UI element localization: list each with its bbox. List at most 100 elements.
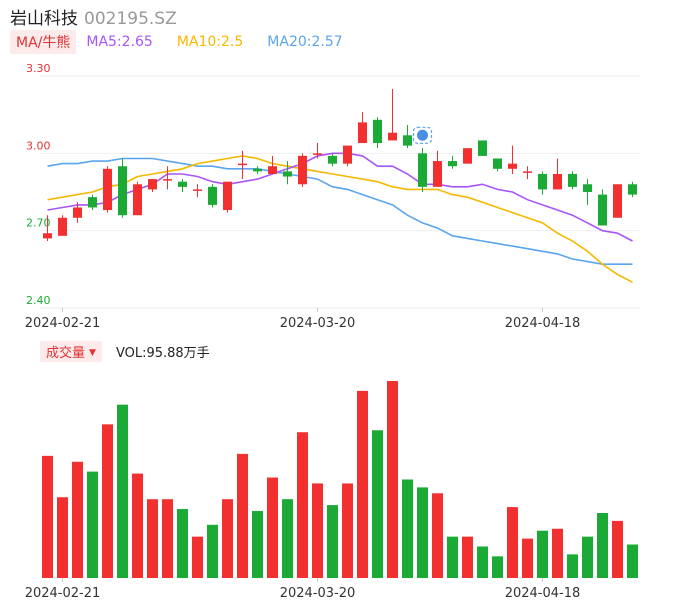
stock-code: 002195.SZ <box>84 9 177 29</box>
stock-header: 岩山科技 002195.SZ <box>10 4 177 29</box>
candle-body <box>193 189 202 191</box>
ma-indicator-tab[interactable]: MA/牛熊 <box>10 30 77 54</box>
volume-bar <box>132 473 143 578</box>
candle <box>208 184 217 208</box>
volume-bar <box>147 499 158 578</box>
volume-bar <box>267 477 278 578</box>
volume-bar <box>387 381 398 578</box>
candle <box>418 148 427 192</box>
candlestick-series <box>43 88 637 241</box>
x-tick-label: 2024-04-18 <box>505 586 581 601</box>
candle-body <box>118 166 127 216</box>
candle <box>388 88 397 141</box>
candle-body <box>58 217 67 236</box>
candle <box>598 189 607 226</box>
candle <box>538 171 547 195</box>
candle <box>328 153 337 167</box>
candle-body <box>568 173 577 187</box>
price-y-axis: 3.30 3.00 2.70 2.40 <box>26 62 51 307</box>
candle-body <box>253 168 262 172</box>
volume-bar <box>102 424 113 578</box>
event-marker <box>412 126 433 144</box>
candle <box>148 179 157 192</box>
candle-body <box>223 181 232 211</box>
volume-bar <box>372 430 383 578</box>
volume-bar <box>357 390 368 578</box>
candle-body <box>343 145 352 164</box>
candle <box>448 155 457 169</box>
volume-x-axis: 2024-02-21 2024-03-20 2024-04-18 <box>25 578 581 601</box>
candle-body <box>583 184 592 192</box>
y-tick-label: 2.40 <box>26 294 51 307</box>
candle-body <box>478 140 487 156</box>
volume-bar <box>72 461 83 578</box>
volume-bar <box>417 487 428 578</box>
candle <box>463 148 472 164</box>
stock-name: 岩山科技 <box>10 9 78 29</box>
candle <box>343 145 352 167</box>
volume-bar <box>282 499 293 578</box>
candle <box>478 140 487 156</box>
volume-value: VOL:95.88万手 <box>115 345 210 361</box>
candle-body <box>133 184 142 216</box>
candle <box>568 171 577 190</box>
volume-bar <box>117 404 128 578</box>
event-marker-frame <box>412 126 433 144</box>
candle-body <box>628 184 637 195</box>
volume-bar <box>612 520 623 578</box>
candle <box>163 166 172 190</box>
candle-body <box>328 155 337 164</box>
candle <box>313 143 322 159</box>
volume-bar <box>57 497 68 578</box>
candle-body <box>268 166 277 174</box>
ma5-line <box>47 152 633 242</box>
candle <box>523 166 532 180</box>
candle <box>553 158 562 190</box>
volume-tab-label: 成交量 <box>46 345 86 361</box>
price-x-axis: 2024-02-21 2024-03-20 2024-04-18 <box>25 308 581 331</box>
ma5-legend: MA5:2.65 <box>86 34 153 50</box>
candle <box>88 194 97 211</box>
volume-bar <box>177 509 188 578</box>
volume-bar <box>447 536 458 578</box>
candle <box>283 161 292 185</box>
y-tick-label: 3.00 <box>26 139 51 152</box>
candle-body <box>73 207 82 218</box>
candle <box>238 150 247 180</box>
ma20-line <box>47 157 633 266</box>
candle-body <box>448 161 457 167</box>
candle-body <box>358 122 367 144</box>
candle-body <box>598 194 607 226</box>
candle <box>58 215 67 236</box>
candle-body <box>553 173 562 190</box>
volume-bar <box>492 556 503 578</box>
volume-bar <box>162 499 173 578</box>
candle-body <box>463 148 472 164</box>
candle-body <box>508 163 517 169</box>
x-tick-label: 2024-04-18 <box>505 316 581 331</box>
caret-down-icon: ▼ <box>89 348 96 358</box>
volume-bar <box>477 546 488 578</box>
candle <box>223 181 232 213</box>
candle <box>298 153 307 187</box>
candle <box>628 181 637 198</box>
volume-indicator-tab[interactable]: 成交量 ▼ <box>40 340 102 362</box>
ma10-legend: MA10:2.5 <box>176 34 244 50</box>
candle <box>253 166 262 174</box>
volume-legend: 成交量 ▼ VOL:95.88万手 <box>40 340 210 362</box>
candle <box>433 150 442 187</box>
candle <box>73 202 82 223</box>
candle-body <box>283 171 292 177</box>
candle <box>43 215 52 241</box>
candle-body <box>313 153 322 155</box>
candle <box>133 181 142 216</box>
candle-body <box>88 197 97 208</box>
x-tick-label: 2024-02-21 <box>25 316 101 331</box>
volume-bar <box>552 528 563 578</box>
volume-bar <box>237 453 248 578</box>
volume-bar <box>207 524 218 578</box>
volume-bar <box>582 536 593 578</box>
volume-bar <box>567 554 578 578</box>
candle <box>103 166 112 213</box>
